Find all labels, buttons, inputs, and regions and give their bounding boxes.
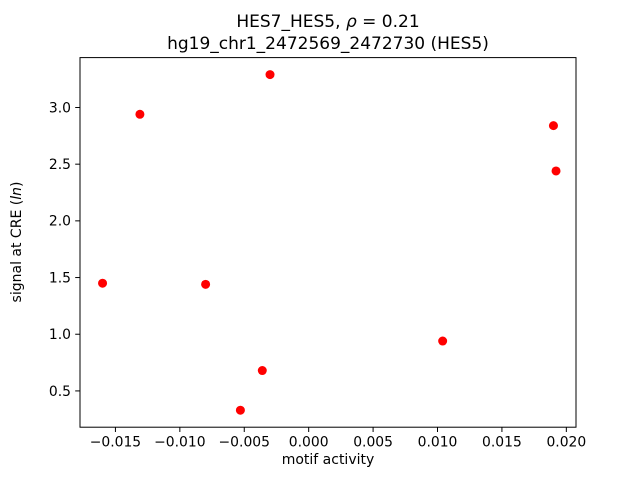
- data-point: [551, 166, 561, 176]
- data-point: [135, 109, 145, 119]
- x-tick-label: −0.010: [154, 434, 205, 450]
- ylabel-prefix: signal at CRE (: [9, 199, 25, 303]
- y-tick-label: 0.5: [49, 384, 71, 400]
- chart-title: HES7_HES5, ρ = 0.21 hg19_chr1_2472569_24…: [80, 11, 576, 55]
- ylabel-ln-symbol: ln: [9, 187, 25, 200]
- title-suffix: = 0.21: [356, 12, 420, 32]
- x-tick-label: 0.000: [289, 434, 329, 450]
- chart-title-line1: HES7_HES5, ρ = 0.21: [80, 11, 576, 33]
- y-axis-label-text: signal at CRE (ln): [9, 182, 25, 303]
- plot-frame: [79, 57, 577, 428]
- ylabel-suffix: ): [9, 181, 25, 188]
- title-prefix: HES7_HES5,: [236, 12, 346, 32]
- x-tick-label: 0.010: [418, 434, 458, 450]
- y-tick-label: 2.0: [49, 214, 71, 230]
- x-axis-label: motif activity: [281, 452, 375, 468]
- data-point: [257, 366, 267, 376]
- x-tick-label: 0.015: [482, 434, 522, 450]
- x-tick-label: −0.005: [219, 434, 270, 450]
- y-tick-label: 1.5: [49, 270, 71, 286]
- data-point: [98, 278, 108, 288]
- data-point: [265, 70, 275, 80]
- data-point: [235, 405, 245, 415]
- chart-title-line2: hg19_chr1_2472569_2472730 (HES5): [167, 34, 489, 54]
- data-point: [548, 121, 558, 131]
- title-rho-symbol: ρ: [345, 12, 357, 32]
- y-tick-label: 2.5: [49, 157, 71, 173]
- data-point: [438, 336, 448, 346]
- x-tick-label: 0.005: [353, 434, 393, 450]
- y-tick-label: 3.0: [49, 100, 71, 116]
- y-tick-label: 1.0: [49, 327, 71, 343]
- data-point: [201, 279, 211, 289]
- x-tick-label: −0.015: [90, 434, 141, 450]
- x-tick-label: 0.020: [546, 434, 586, 450]
